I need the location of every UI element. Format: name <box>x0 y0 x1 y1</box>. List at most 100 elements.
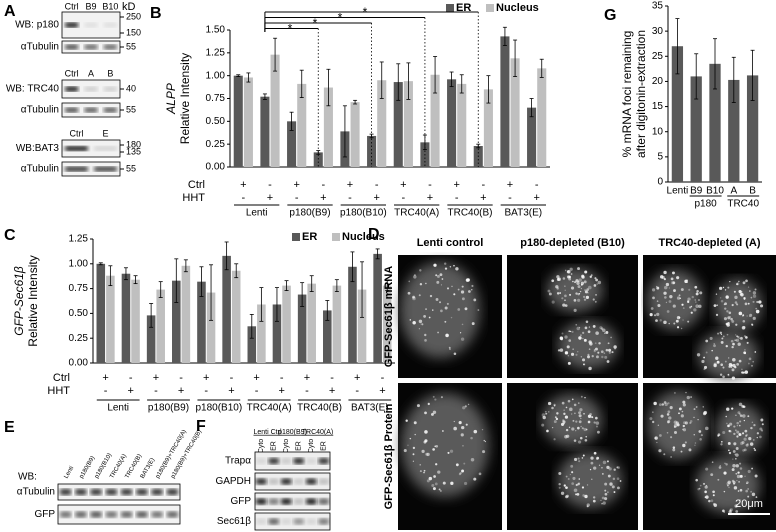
speckle <box>752 300 755 303</box>
speckle <box>460 290 465 294</box>
cell <box>401 393 489 497</box>
blot-band <box>65 22 79 28</box>
speckle <box>728 486 730 489</box>
error-bar <box>375 248 380 260</box>
speckle <box>668 287 670 289</box>
blot-row-label: αTubulin <box>21 105 59 116</box>
bar <box>348 266 357 363</box>
row-mark: - <box>241 192 245 204</box>
speckle <box>696 290 699 293</box>
speckle <box>601 472 604 475</box>
speckle <box>481 428 484 431</box>
speckle <box>691 295 694 299</box>
speckle <box>674 392 676 394</box>
speckle <box>424 439 428 443</box>
speckle <box>681 410 684 413</box>
speckle <box>666 310 670 313</box>
speckle <box>739 499 741 501</box>
row-mark: - <box>330 372 334 384</box>
speckle <box>735 464 739 468</box>
fraction-label: ER <box>271 441 278 451</box>
speckle <box>418 319 423 324</box>
speckle <box>449 266 452 268</box>
error-bar <box>342 105 347 158</box>
speckle <box>461 469 465 473</box>
bar <box>297 294 307 363</box>
speckle <box>413 275 417 279</box>
speckle <box>715 356 719 360</box>
speckle <box>432 410 437 415</box>
speckle <box>564 299 566 302</box>
speckle <box>727 357 730 359</box>
speckle <box>573 308 577 312</box>
speckle <box>705 467 709 471</box>
speckle <box>610 336 612 339</box>
speckle <box>574 457 578 462</box>
row-title: GFP-Sec61β Protein <box>383 403 395 509</box>
speckle <box>695 406 698 408</box>
speckle <box>720 333 723 336</box>
speckle <box>571 482 575 485</box>
speckle <box>444 306 448 310</box>
speckle <box>458 473 462 476</box>
blot-band <box>65 44 79 50</box>
speckle <box>578 336 582 340</box>
panel-letter: B <box>150 5 162 22</box>
speckle <box>575 353 578 356</box>
speckle <box>726 422 728 425</box>
speckle <box>711 349 713 352</box>
speckle <box>600 499 602 502</box>
speckle <box>582 358 586 362</box>
speckle <box>581 274 585 278</box>
group-label: Lenti Ctrl <box>253 429 281 436</box>
speckle <box>457 308 461 311</box>
speckle <box>579 334 582 337</box>
speckle <box>436 280 440 284</box>
significance: * <box>288 22 293 36</box>
speckle <box>453 264 455 267</box>
column-title: p180-depleted (B10) <box>520 237 625 249</box>
column-title: TRC40-depleted (A) <box>658 237 760 249</box>
speckle <box>594 277 597 280</box>
row-mark: - <box>280 372 284 384</box>
blot-row-label: αTubulin <box>17 487 55 498</box>
speckle <box>734 366 737 369</box>
speckle <box>748 357 752 361</box>
row-mark: + <box>279 385 285 397</box>
blot-band <box>293 498 304 505</box>
row-mark: + <box>373 192 379 204</box>
blot-band <box>65 86 79 92</box>
blot-band <box>293 458 304 464</box>
speckle <box>602 501 606 505</box>
x-tick-label: Lenti <box>667 186 689 197</box>
speckle <box>722 286 725 289</box>
y-axis-label: % mRNA foci remaining <box>620 31 634 158</box>
y-tick-label: 0.75 <box>206 93 226 104</box>
speckle <box>577 285 581 289</box>
speckle <box>726 333 729 336</box>
speckle <box>579 408 583 412</box>
blot-band <box>281 458 292 464</box>
speckle <box>703 356 706 359</box>
legend-label: ER <box>456 2 471 14</box>
speckle <box>567 361 571 365</box>
speckle <box>605 348 609 352</box>
y-tick-label: 1.25 <box>206 47 226 58</box>
speckle <box>735 447 739 450</box>
blot-band <box>306 478 317 485</box>
speckle <box>594 342 597 344</box>
speckle <box>564 304 568 307</box>
blot-band <box>318 478 329 485</box>
speckle <box>667 410 671 414</box>
bar <box>260 96 270 167</box>
group-label: p180 <box>694 199 717 210</box>
speckle <box>434 482 438 486</box>
blot-band <box>65 166 88 172</box>
speckle <box>601 466 603 469</box>
row-mark: + <box>347 179 353 191</box>
cell <box>714 279 762 331</box>
speckle <box>661 403 665 406</box>
speckle <box>558 486 561 489</box>
bar <box>377 80 387 167</box>
speckle <box>569 330 572 333</box>
